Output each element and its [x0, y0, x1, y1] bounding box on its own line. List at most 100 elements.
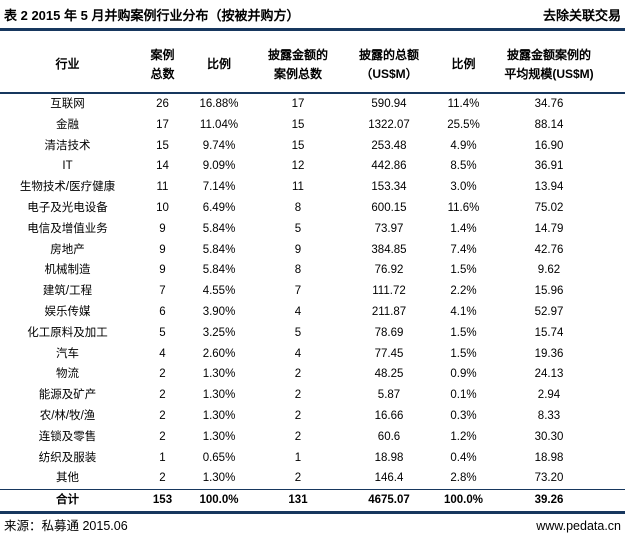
table-row: 连锁及零售 2 1.30% 2 60.6 1.2% 30.30 — [0, 427, 625, 448]
total-value-cell: 39.26 — [534, 494, 564, 507]
value-cell: 7.14% — [202, 181, 236, 194]
table-row: 机械制造 9 5.84% 8 76.92 1.5% 9.62 — [0, 260, 625, 281]
industry-cell: 农/林/牧/渔 — [39, 409, 96, 422]
value-cell: 2 — [159, 409, 166, 422]
value-cell: 4 — [294, 305, 302, 318]
industry-cell: 建筑/工程 — [42, 285, 93, 298]
value-cell: 9.62 — [537, 264, 561, 277]
industry-cell: 互联网 — [50, 98, 85, 110]
value-cell: 9 — [159, 222, 166, 235]
value-cell: 1.4% — [450, 222, 477, 235]
industry-cell: 娱乐传媒 — [44, 305, 91, 318]
value-cell: 18.98 — [534, 451, 564, 464]
value-cell: 2.2% — [450, 285, 477, 298]
value-cell: 1.2% — [450, 430, 477, 443]
value-cell: 0.9% — [450, 368, 477, 381]
value-cell: 3.25% — [202, 326, 236, 339]
table-row: 物流 2 1.30% 2 48.25 0.9% 24.13 — [0, 364, 625, 385]
value-cell: 1.30% — [202, 472, 236, 485]
value-cell: 153.34 — [371, 181, 407, 194]
column-header-line: 披露金额的 — [267, 47, 328, 62]
value-cell: 1.30% — [202, 409, 236, 422]
value-cell: 8.33 — [537, 409, 561, 422]
value-cell: 6 — [159, 305, 166, 318]
value-cell: 111.72 — [372, 285, 406, 298]
table-row: 互联网 26 16.88% 17 590.94 11.4% 34.76 — [0, 93, 625, 115]
table-header-row: 行业 案例 总数 比例 披露金额的 案例总数 披露的总额 （US$M） 比例 披露金额案例的 平均规… — [0, 37, 625, 93]
footer: 来源：私募通 2015.06 www.pedata.cn — [0, 514, 625, 534]
industry-cell: 能源及矿产 — [38, 389, 97, 402]
column-header-5: 比例 — [430, 37, 497, 93]
column-header-line: 案例总数 — [273, 66, 322, 81]
table-row: 电子及光电设备 10 6.49% 8 600.15 11.6% 75.02 — [0, 198, 625, 219]
value-cell: 1.5% — [450, 326, 477, 339]
industry-cell: 纺织及服装 — [38, 451, 97, 464]
value-cell: 7 — [159, 285, 166, 298]
value-cell: 8 — [294, 264, 302, 277]
industry-cell: 清洁技术 — [44, 139, 91, 152]
total-value-cell: 100.0% — [199, 494, 239, 507]
value-cell: 7.4% — [450, 243, 477, 256]
column-header-line: 披露金额案例的 — [506, 47, 591, 62]
column-header-line: 披露的总额 — [358, 47, 419, 62]
value-cell: 12 — [291, 160, 305, 173]
value-cell: 1.30% — [202, 368, 236, 381]
table-row: 农/林/牧/渔 2 1.30% 2 16.66 0.3% 8.33 — [0, 406, 625, 427]
value-cell: 0.3% — [450, 409, 477, 422]
value-cell: 4.1% — [450, 305, 477, 318]
value-cell: 15.74 — [534, 326, 564, 339]
table-row: 能源及矿产 2 1.30% 2 5.87 0.1% 2.94 — [0, 385, 625, 406]
industry-cell: 化工原料及加工 — [27, 326, 108, 339]
table-row: IT 14 9.09% 12 442.86 8.5% 36.91 — [0, 156, 625, 177]
industry-cell: 连锁及零售 — [38, 430, 97, 443]
value-cell: 6.49% — [202, 201, 236, 214]
value-cell: 253.48 — [371, 139, 407, 152]
value-cell: 8.5% — [450, 160, 477, 173]
total-label-cell: 合计 — [56, 494, 79, 507]
value-cell: 88.14 — [534, 118, 564, 131]
industry-cell: 电信及增值业务 — [27, 222, 108, 235]
value-cell: 30.30 — [534, 430, 564, 443]
value-cell: 42.76 — [534, 243, 564, 256]
column-header-2: 比例 — [190, 37, 248, 93]
value-cell: 4.55% — [202, 285, 236, 298]
column-header-line: 行业 — [55, 57, 80, 71]
value-cell: 4.9% — [450, 139, 477, 152]
value-cell: 19.36 — [534, 347, 564, 360]
value-cell: 211.87 — [371, 305, 407, 318]
value-cell: 9 — [159, 264, 166, 277]
table-row: 汽车 4 2.60% 4 77.45 1.5% 19.36 — [0, 344, 625, 365]
value-cell: 11.4% — [447, 98, 480, 110]
value-cell: 2 — [159, 368, 166, 381]
column-header-line: 平均规模(US$M) — [504, 66, 594, 81]
value-cell: 13.94 — [534, 181, 564, 194]
column-header-6: 披露金额案例的 平均规模(US$M) — [497, 37, 625, 93]
value-cell: 10 — [156, 201, 169, 214]
value-cell: 1 — [294, 451, 302, 464]
value-cell: 0.1% — [450, 389, 477, 402]
total-value-cell: 4675.07 — [368, 494, 410, 507]
value-cell: 3.0% — [450, 181, 477, 194]
table-row: 清洁技术 15 9.74% 15 253.48 4.9% 16.90 — [0, 136, 625, 157]
value-cell: 1 — [159, 451, 166, 464]
value-cell: 2 — [294, 472, 302, 485]
industry-cell: 电子及光电设备 — [27, 201, 108, 214]
value-cell: 76.92 — [374, 264, 404, 277]
value-cell: 14.79 — [534, 222, 564, 235]
value-cell: 2 — [159, 430, 166, 443]
column-header-line: 案例 — [150, 47, 175, 62]
column-header-1: 案例 总数 — [135, 37, 190, 93]
total-value-cell: 100.0% — [443, 494, 483, 507]
industry-cell: 金融 — [56, 118, 79, 131]
value-cell: 78.69 — [374, 326, 404, 339]
value-cell: 73.20 — [534, 472, 564, 485]
value-cell: 1.30% — [202, 430, 236, 443]
table-row: 化工原料及加工 5 3.25% 5 78.69 1.5% 15.74 — [0, 323, 625, 344]
column-header-line: 比例 — [451, 57, 476, 71]
column-header-0: 行业 — [0, 37, 135, 93]
table-row: 金融 17 11.04% 15 1322.07 25.5% 88.14 — [0, 115, 625, 136]
value-cell: 5.87 — [377, 389, 401, 402]
value-cell: 5 — [294, 326, 302, 339]
value-cell: 2 — [159, 472, 166, 485]
value-cell: 15 — [291, 139, 305, 152]
